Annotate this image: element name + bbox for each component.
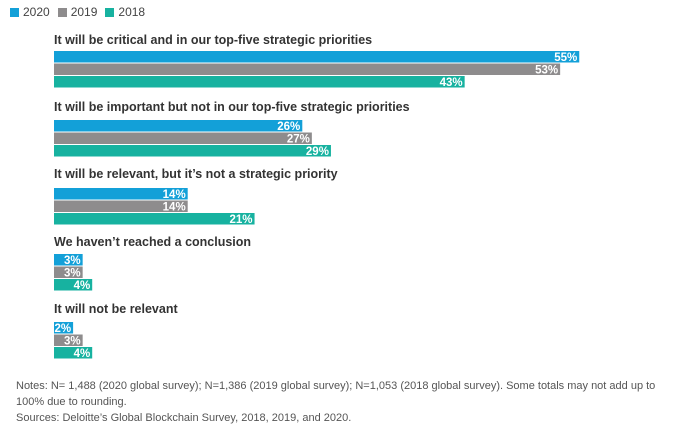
legend-label-2020: 2020 [23,5,50,19]
legend-label-2019: 2019 [70,5,98,19]
bar-2018 [54,347,93,359]
bar-2019 [54,63,561,75]
legend-item-2019: 2019 [57,5,98,19]
category-label: We haven’t reached a conclusion [54,235,251,249]
bar-2020 [54,120,303,132]
bar-value-label: 4% [74,280,91,292]
bar-value-label: 26% [277,121,300,133]
bar-2019 [54,266,83,278]
bar-2018 [54,76,465,88]
bar-2019 [54,334,83,346]
bar-chart: It will be critical and in our top-five … [54,33,580,360]
legend-swatch-2018 [105,7,115,17]
bar-value-label: 4% [74,348,91,360]
bar-value-label: 43% [440,77,463,89]
legend-swatch-2019 [57,7,67,17]
chart-legend: 2020 2019 2018 [10,4,153,20]
legend-swatch-2020 [10,7,19,17]
legend-item-2018: 2018 [105,5,145,19]
bar-value-label: 55% [554,52,577,64]
bar-2019 [54,200,188,212]
bar-value-label: 21% [230,214,253,226]
chart-notes: Notes: N= 1,488 (2020 global survey); N=… [16,378,676,426]
bar-2018 [54,279,93,291]
legend-label-2018: 2018 [118,5,146,19]
legend-item-2020: 2020 [10,5,50,19]
bar-2019 [54,132,312,144]
bar-value-label: 3% [64,268,81,280]
category-label: It will not be relevant [54,302,178,316]
bar-value-label: 14% [163,202,186,214]
bar-value-label: 53% [535,65,558,77]
notes-text: Notes: N= 1,488 (2020 global survey); N=… [16,380,656,408]
bar-2018 [54,213,255,225]
bar-2020 [54,51,580,63]
category-label: It will be important but not in our top-… [54,100,410,114]
bar-2018 [54,145,331,157]
bar-value-label: 2% [54,323,71,335]
bar-2020 [54,254,83,266]
bar-value-label: 3% [64,336,81,348]
bar-value-label: 27% [287,134,310,146]
bar-value-label: 29% [306,146,329,158]
bar-2020 [54,188,188,200]
sources-text: Sources: Deloitte’s Global Blockchain Su… [16,412,352,424]
bar-value-label: 14% [163,189,186,201]
category-label: It will be relevant, but it’s not a stra… [54,167,338,181]
category-label: It will be critical and in our top-five … [54,33,372,47]
bar-2020 [54,322,74,334]
bar-value-label: 3% [64,255,81,267]
